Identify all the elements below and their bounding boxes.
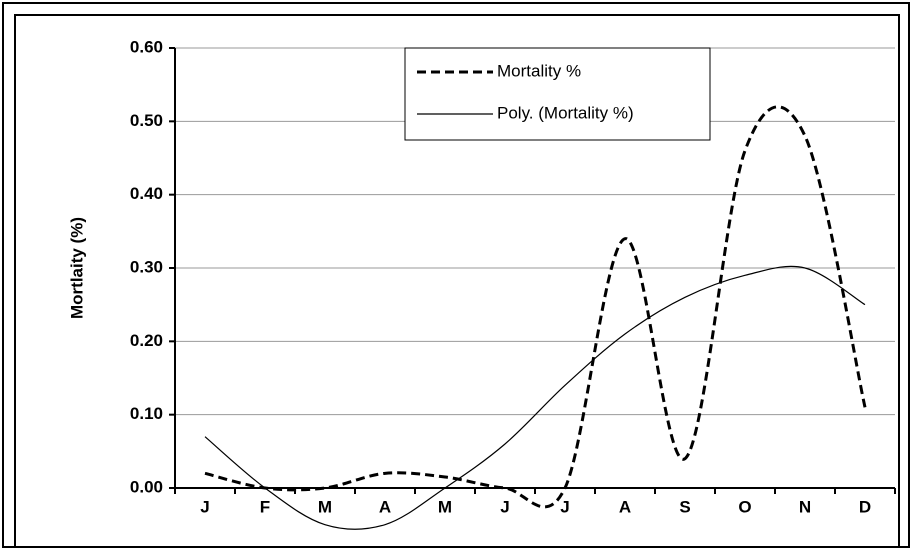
legend-label: Poly. (Mortality %) (497, 103, 634, 122)
x-tick-label: M (438, 497, 452, 516)
x-tick-label: A (619, 497, 631, 516)
y-tick-label: 0.50 (130, 111, 163, 130)
x-tick-label: A (379, 497, 391, 516)
x-tick-label: M (318, 497, 332, 516)
y-axis-label: Mortlaity (%) (67, 217, 86, 319)
data-line (204, 265, 866, 530)
y-tick-label: 0.30 (130, 257, 163, 276)
x-tick-label: O (738, 497, 751, 516)
x-tick-label: S (679, 497, 690, 516)
y-tick-label: 0.20 (130, 331, 163, 350)
x-tick-label: F (260, 497, 270, 516)
x-tick-label: J (200, 497, 209, 516)
x-tick-label: J (500, 497, 509, 516)
x-tick-label: N (799, 497, 811, 516)
y-tick-label: 0.10 (130, 404, 163, 423)
chart-frame (14, 14, 900, 548)
legend-label: Mortality % (497, 61, 581, 80)
y-tick-label: 0.00 (130, 477, 163, 496)
legend-box (404, 47, 711, 141)
data-line (204, 105, 867, 509)
x-tick-label: J (560, 497, 569, 516)
x-tick-label: D (859, 497, 871, 516)
y-tick-label: 0.40 (130, 184, 163, 203)
y-tick-label: 0.60 (130, 37, 163, 56)
